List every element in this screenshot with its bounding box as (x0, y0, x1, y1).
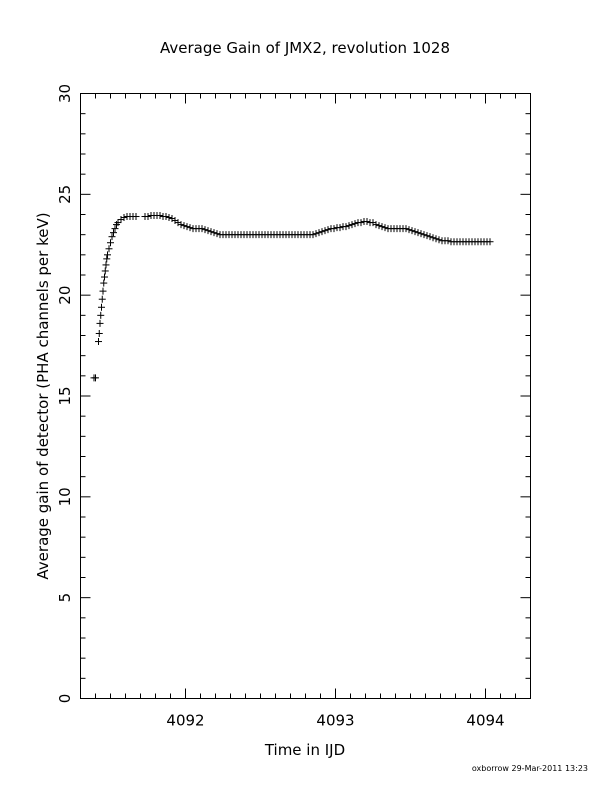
data-point (414, 229, 422, 237)
data-point (363, 218, 371, 226)
x-tick-label: 4094 (466, 712, 504, 730)
data-point (103, 255, 111, 263)
data-point (213, 230, 221, 238)
data-point (92, 374, 99, 382)
data-point (357, 219, 365, 227)
data-point (330, 225, 338, 233)
data-point (180, 222, 188, 230)
data-point (165, 214, 173, 222)
data-point (110, 229, 117, 237)
plot-frame (80, 93, 531, 699)
data-point (408, 227, 416, 235)
y-axis-label: Average gain of detector (PHA channels p… (34, 212, 52, 579)
data-point (108, 233, 116, 241)
data-points (90, 212, 494, 382)
data-point (426, 233, 434, 241)
data-point (201, 226, 209, 234)
data-point (378, 223, 386, 231)
y-tick-label: 25 (56, 185, 74, 204)
data-point (95, 338, 102, 346)
y-tick-label: 20 (56, 286, 74, 305)
data-point (486, 238, 494, 246)
data-point (372, 221, 380, 229)
data-point (345, 222, 353, 230)
data-point (318, 228, 326, 236)
x-minor-ticks (80, 93, 531, 699)
x-tick-label: 4093 (316, 712, 354, 730)
data-point (402, 225, 410, 233)
data-point (315, 229, 323, 237)
data-point (107, 239, 114, 247)
chart-title: Average Gain of JMX2, revolution 1028 (160, 39, 450, 57)
y-tick-label: 30 (56, 84, 74, 103)
data-point (99, 287, 107, 295)
x-tick-labels: 4092 4093 4094 (166, 712, 504, 730)
footer-credit: oxborrow 29-Mar-2011 13:23 (472, 764, 588, 773)
y-tick-label: 5 (56, 593, 74, 603)
data-point (381, 224, 389, 232)
data-point (429, 234, 437, 242)
data-point (207, 228, 215, 236)
data-point (177, 221, 185, 229)
data-point (417, 230, 425, 238)
data-point (411, 228, 419, 236)
y-tick-label: 15 (56, 386, 74, 405)
y-tick-labels: 0 5 10 15 20 25 30 (56, 84, 74, 703)
data-point (336, 224, 344, 232)
data-point (435, 236, 443, 244)
data-point (324, 226, 332, 234)
data-point (342, 223, 350, 231)
data-point (102, 261, 110, 269)
data-point (144, 213, 152, 221)
data-point (348, 221, 356, 229)
plot-border (80, 93, 531, 699)
data-point (98, 295, 106, 303)
data-point (186, 224, 194, 232)
data-point (204, 227, 212, 235)
data-point (98, 303, 105, 311)
data-point (101, 267, 109, 275)
data-point (114, 219, 122, 227)
data-point (423, 232, 431, 240)
data-point (105, 245, 113, 253)
data-point (312, 230, 320, 238)
data-point (198, 225, 206, 233)
data-point (120, 214, 128, 222)
data-point (375, 222, 383, 230)
data-point (101, 273, 108, 281)
data-point (156, 212, 164, 220)
x-tick-label: 4092 (166, 712, 204, 730)
data-point (321, 227, 329, 235)
data-point (95, 329, 103, 337)
data-point (351, 220, 359, 228)
data-point (405, 226, 413, 234)
y-major-ticks (80, 93, 531, 699)
data-point (104, 251, 111, 259)
data-point (432, 235, 440, 243)
data-point (162, 213, 170, 221)
data-point (309, 231, 317, 239)
y-minor-ticks (80, 113, 531, 679)
data-point (100, 279, 108, 287)
y-tick-label: 0 (56, 694, 74, 704)
y-tick-label: 10 (56, 487, 74, 506)
x-axis-label: Time in IJD (264, 741, 345, 759)
data-point (183, 223, 191, 231)
data-point (132, 213, 140, 221)
data-point (97, 311, 105, 319)
x-major-ticks (185, 93, 486, 699)
data-point (420, 231, 428, 239)
data-point (210, 229, 218, 237)
data-point (96, 319, 104, 327)
data-point (444, 237, 452, 245)
data-point (111, 225, 119, 233)
